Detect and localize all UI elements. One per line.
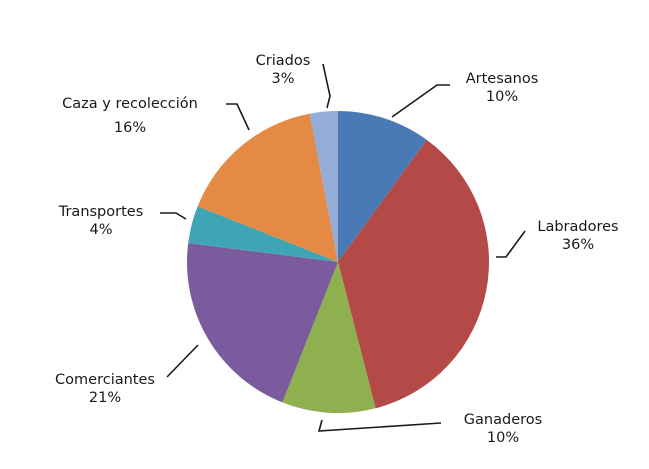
data-label-value: 16% <box>113 120 147 136</box>
pie-slice-criados <box>309 111 338 262</box>
data-label-name: Ganaderos <box>463 412 543 428</box>
data-label-value: 4% <box>89 222 113 238</box>
data-label-comerciantes: Comerciantes 21% <box>55 371 155 407</box>
data-label-value: 10% <box>486 430 520 446</box>
pie-slice-artesanos <box>338 111 427 262</box>
leader-line-comerciantes <box>166 344 199 378</box>
leader-line-criados <box>322 63 331 109</box>
data-label-name: Labradores <box>537 219 619 235</box>
pie-slice-caza-y-recolecci-n <box>197 113 338 262</box>
leader-line-artesanos <box>391 84 450 118</box>
data-label-criados: Criados 3% <box>256 52 311 88</box>
data-label-value: 10% <box>485 89 519 105</box>
data-label-name: Transportes <box>58 204 144 220</box>
data-label-value: 3% <box>271 71 295 87</box>
data-label-caza-y-recoleccion: Caza y recolección 16% <box>62 95 198 137</box>
data-label-name: Comerciantes <box>55 372 155 388</box>
pie-slice-labradores <box>338 139 490 409</box>
data-label-name: Artesanos <box>465 71 539 87</box>
leader-line-labradores <box>496 230 526 258</box>
data-label-value: 36% <box>561 237 595 253</box>
data-label-name: Criados <box>255 53 311 69</box>
data-label-artesanos: Artesanos 10% <box>466 70 539 106</box>
data-label-labradores: Labradores 36% <box>537 218 618 254</box>
data-label-name: Caza y recolección <box>62 96 198 112</box>
data-label-ganaderos: Ganaderos 10% <box>464 411 542 447</box>
pie-slice-ganaderos <box>282 262 376 414</box>
pie-slice-transportes <box>188 206 338 262</box>
leader-line-ganaderos <box>317 419 442 432</box>
data-label-transportes: Transportes 4% <box>59 203 144 239</box>
data-label-value: 21% <box>88 390 122 406</box>
leader-line-caza <box>226 103 250 131</box>
pie-slice-comerciantes <box>186 243 338 403</box>
leader-line-transportes <box>160 212 187 220</box>
pie-slices <box>186 111 490 414</box>
leader-lines <box>160 63 526 432</box>
